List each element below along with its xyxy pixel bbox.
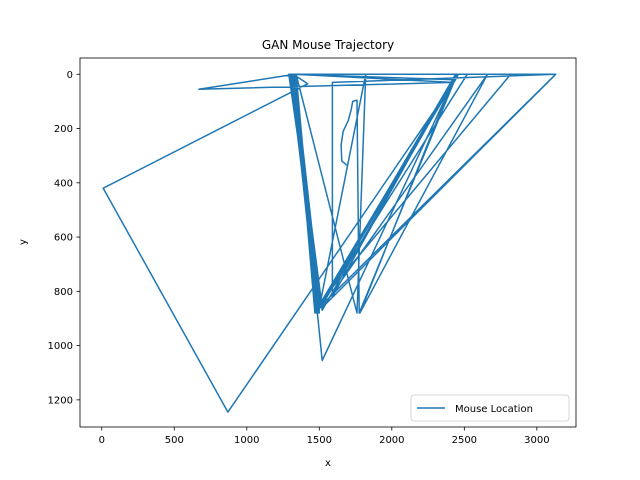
legend: Mouse Location (410, 394, 570, 422)
plot-area (102, 73, 557, 413)
axes-frame (79, 57, 577, 428)
y-axis: 0 200 400 600 800 1000 1200 (48, 70, 80, 406)
y-tick-label: 800 (54, 287, 73, 298)
x-tick-label: 1500 (307, 435, 332, 446)
x-tick-label: 3000 (524, 435, 549, 446)
x-axis: 0 500 1000 1500 2000 2500 3000 (99, 427, 550, 446)
chart-title: GAN Mouse Trajectory (262, 38, 394, 52)
y-tick-label: 0 (67, 70, 73, 81)
x-tick-label: 0 (99, 435, 105, 446)
x-tick-label: 2000 (379, 435, 404, 446)
y-axis-label: y (18, 239, 29, 245)
y-tick-label: 600 (54, 233, 73, 244)
y-tick-label: 200 (54, 124, 73, 135)
y-tick-label: 1000 (48, 341, 73, 352)
y-tick-label: 1200 (48, 395, 73, 406)
legend-box (410, 394, 570, 422)
legend-label: Mouse Location (455, 404, 533, 415)
x-tick-label: 500 (165, 435, 184, 446)
x-tick-label: 2500 (452, 435, 477, 446)
y-tick-label: 400 (54, 178, 73, 189)
x-tick-label: 1000 (234, 435, 259, 446)
series-line-mouse-location (102, 73, 557, 413)
x-axis-label: x (325, 458, 331, 469)
